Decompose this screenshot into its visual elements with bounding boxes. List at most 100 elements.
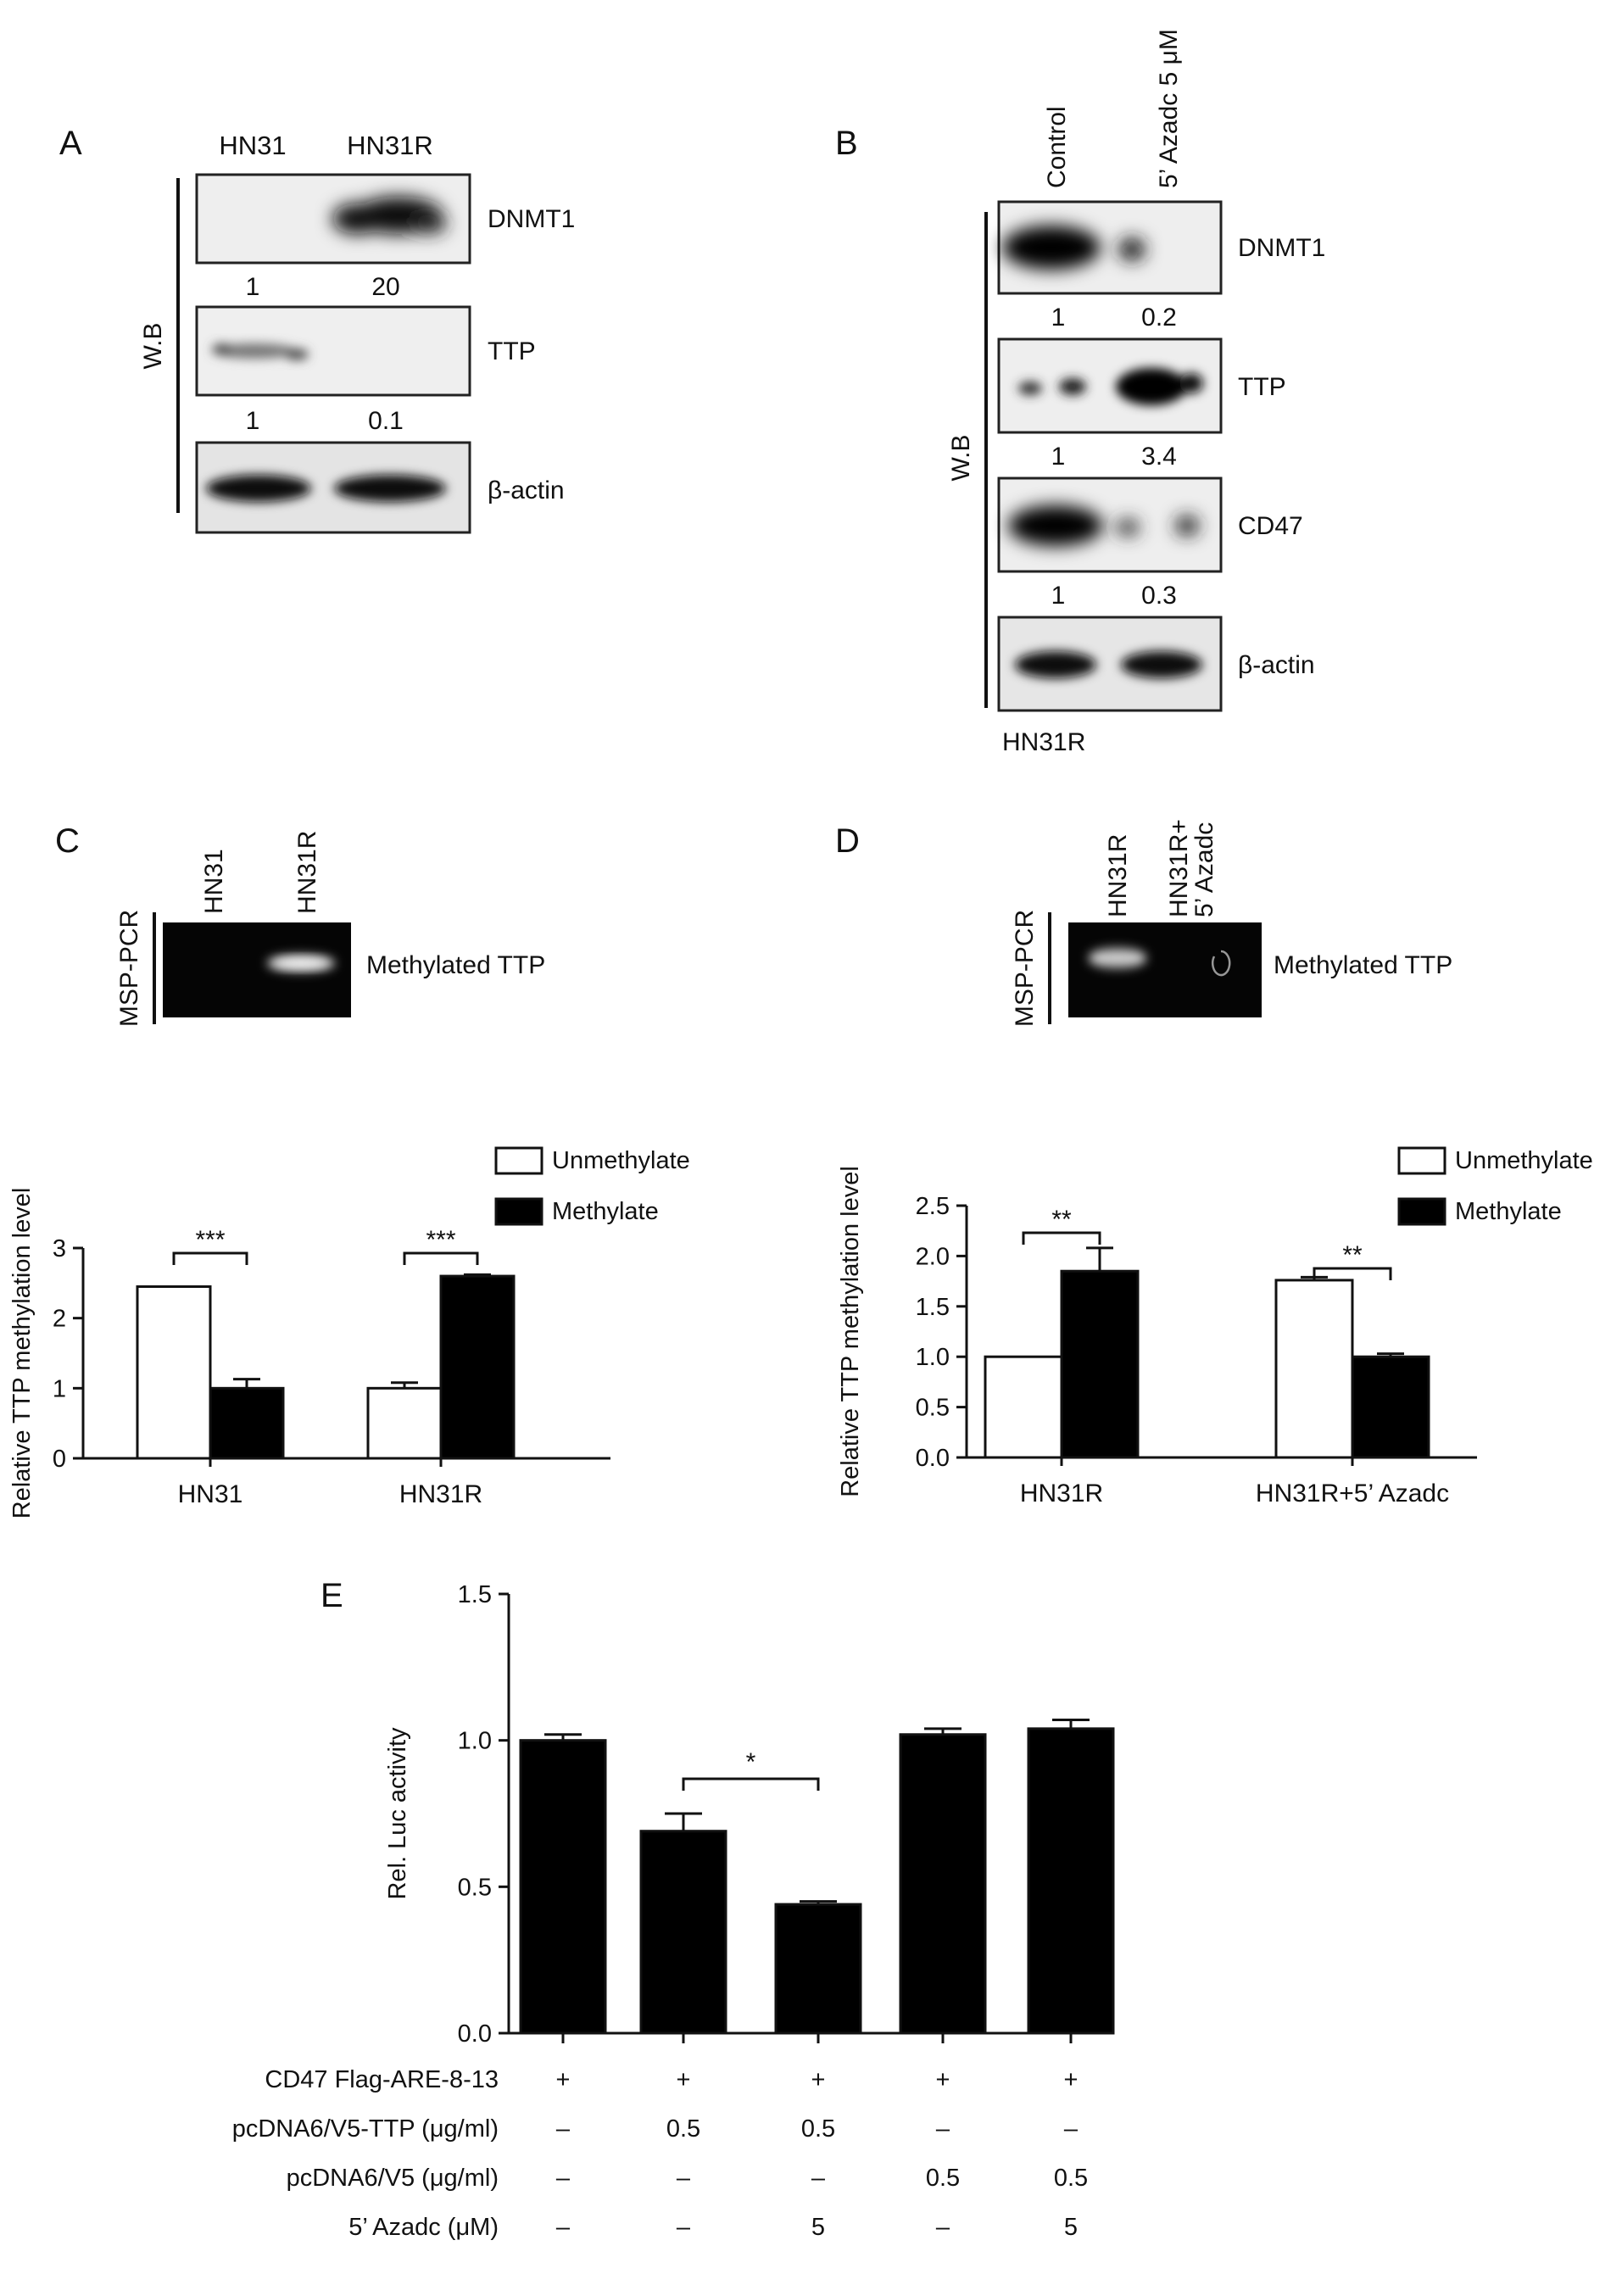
quant-dnmt1-azadc: 0.2	[1141, 304, 1177, 332]
quant-ttp-hn31: 1	[246, 407, 260, 435]
panel-e-letter: E	[320, 1577, 343, 1614]
blot-ttp	[195, 305, 471, 397]
condition-value: 0.5	[926, 2165, 960, 2192]
condition-value: +	[1064, 2066, 1079, 2093]
quant-dnmt1-control: 1	[1051, 304, 1066, 332]
quant-ttp-hn31r: 0.1	[368, 407, 404, 435]
panel-a: A HN31 HN31R W.B DNMT1 1 20 TTP 1	[59, 125, 575, 534]
significance-label: *	[746, 1748, 756, 1776]
y-tick-label: 2.5	[916, 1193, 950, 1220]
blot-dnmt1-b	[997, 200, 1223, 295]
panel-b: B Control 5’ Azadc 5 μM W.B DNMT1 1 0.2	[835, 29, 1325, 756]
gel-band-label-c: Methylated TTP	[366, 951, 545, 979]
significance-bracket	[1022, 1231, 1101, 1245]
band	[1015, 651, 1202, 678]
bar	[639, 1830, 727, 2035]
y-tick-label: 2	[53, 1306, 66, 1333]
band	[206, 475, 446, 502]
significance-label: **	[1051, 1206, 1072, 1234]
band	[1002, 226, 1145, 270]
wb-label: W.B	[947, 434, 975, 481]
y-tick-label: 0.5	[916, 1395, 950, 1422]
y-axis-label: Relative TTP methylation level	[837, 1166, 864, 1497]
bar	[366, 1386, 443, 1460]
legend-swatch	[494, 1197, 543, 1226]
gel-lane-hn31: HN31	[200, 849, 228, 914]
significance-label: ***	[426, 1226, 455, 1254]
gel-method-label: MSP-PCR	[115, 910, 143, 1027]
legend-swatch	[1397, 1146, 1446, 1175]
gel-image-d	[1068, 922, 1262, 1017]
bar	[899, 1733, 987, 2035]
legend-swatch	[494, 1146, 543, 1175]
band	[1018, 368, 1203, 405]
y-axis-label: Rel. Luc activity	[384, 1727, 411, 1900]
y-tick-label: 0.0	[916, 1445, 950, 1472]
y-axis-label: Relative TTP methylation level	[8, 1188, 36, 1519]
gel-lane-hn31r-d: HN31R	[1104, 834, 1132, 917]
band	[332, 197, 447, 234]
blot-label-ttp: TTP	[488, 337, 536, 365]
y-tick-label: 0.0	[458, 2020, 492, 2048]
wb-label: W.B	[139, 322, 167, 369]
panel-c-letter: C	[55, 822, 80, 860]
bar	[439, 1274, 516, 1460]
significance-label: **	[1342, 1241, 1363, 1269]
chart-e: 0.0 0.5 1.0 1.5 Rel. Luc activity * CD47 Flag-…	[232, 1581, 1115, 2241]
lane-label-control: Control	[1043, 106, 1071, 188]
blot-cd47	[997, 476, 1223, 573]
condition-value: +	[811, 2066, 826, 2093]
y-tick-label: 1.5	[458, 1581, 492, 1608]
y-tick-label: 1.0	[916, 1344, 950, 1371]
lane-label-hn31r: HN31R	[347, 131, 433, 160]
y-tick-label: 1	[53, 1375, 66, 1402]
condition-value: +	[677, 2066, 691, 2093]
y-tick-label: 0.5	[458, 1874, 492, 1901]
condition-value: –	[1064, 2115, 1079, 2143]
blot-label-cd47: CD47	[1238, 512, 1303, 540]
panel-c: C HN31 HN31R MSP-PCR Methylated TTP	[55, 822, 545, 1027]
condition-value: 0.5	[801, 2115, 835, 2143]
blot-beta-actin	[195, 441, 471, 534]
legend-swatch	[1397, 1197, 1446, 1226]
cell-line-label: HN31R	[1002, 728, 1085, 756]
x-tick-label: HN31	[178, 1480, 243, 1508]
bar	[1027, 1727, 1115, 2035]
condition-value: –	[936, 2115, 950, 2143]
band	[1008, 505, 1199, 546]
condition-label: 5’ Azadc (μM)	[348, 2214, 499, 2241]
condition-value: –	[677, 2165, 691, 2192]
quant-dnmt1-hn31r: 20	[371, 273, 399, 301]
significance-bracket	[1313, 1267, 1392, 1280]
condition-value: –	[936, 2214, 950, 2241]
blot-label-beta-actin: β-actin	[488, 476, 565, 504]
significance-label: ***	[195, 1226, 225, 1254]
chart-d: 0.0 0.5 1.0 1.5 2.0 2.5 Relative TTP methylati…	[837, 1146, 1593, 1507]
y-tick-label: 1.5	[916, 1294, 950, 1321]
panel-a-letter: A	[59, 125, 82, 162]
lane-label-hn31: HN31	[219, 131, 286, 160]
legend-label: Methylate	[1455, 1198, 1562, 1225]
blot-beta-actin-b	[997, 616, 1223, 712]
x-tick-label: HN31R+5’ Azadc	[1256, 1480, 1449, 1507]
gel-image-c	[163, 922, 351, 1017]
x-tick-label: HN31R	[1020, 1480, 1103, 1507]
lane-label-azadc: 5’ Azadc 5 μM	[1155, 29, 1183, 188]
condition-label: CD47 Flag-ARE-8-13	[265, 2066, 499, 2093]
gel-method-label: MSP-PCR	[1011, 910, 1039, 1027]
gel-lane-hn31r: HN31R	[293, 831, 321, 914]
panel-d: D HN31R HN31R+ 5’ Azadc MSP-PCR Methylat…	[835, 819, 1452, 1027]
blot-label-ttp-b: TTP	[1238, 373, 1286, 401]
condition-value: –	[556, 2165, 571, 2192]
panel-d-letter: D	[835, 822, 860, 860]
y-tick-label: 0	[53, 1446, 66, 1473]
condition-value: 5	[811, 2214, 825, 2241]
quant-dnmt1-hn31: 1	[246, 273, 260, 301]
significance-bracket	[403, 1251, 479, 1265]
condition-value: 0.5	[666, 2115, 700, 2143]
bar	[1351, 1355, 1430, 1459]
y-tick-label: 2.0	[916, 1243, 950, 1270]
blot-dnmt1	[195, 173, 471, 265]
significance-bracket	[682, 1777, 820, 1791]
